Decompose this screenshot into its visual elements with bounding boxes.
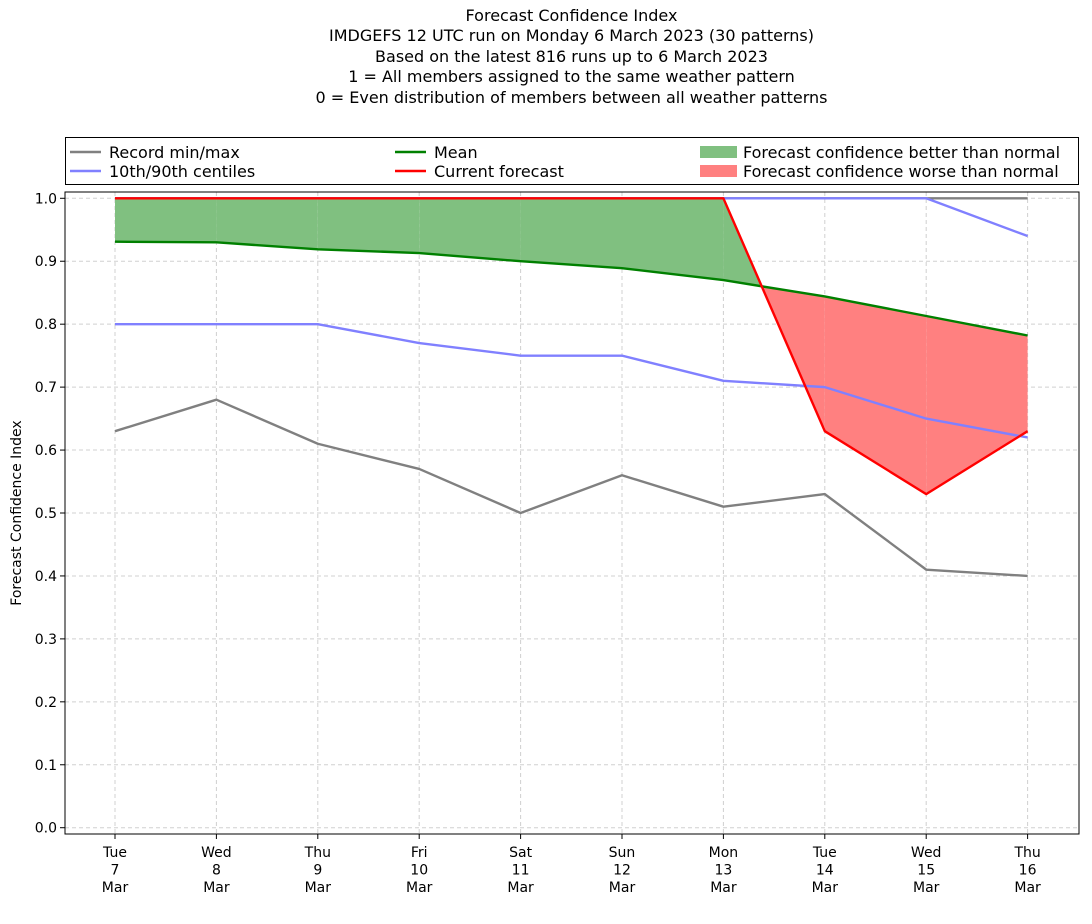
series-lines [114, 197, 1029, 578]
y-tick-label: 0.0 [35, 821, 57, 837]
x-tick-label: Wed [201, 845, 232, 861]
x-tick-label: Thu [1013, 845, 1040, 861]
x-tick-label: Sun [609, 845, 636, 861]
x-tick-label: Mar [913, 880, 940, 896]
chart-subtitle-zero-meaning: 0 = Even distribution of members between… [315, 87, 828, 107]
y-tick-label: 0.4 [35, 569, 57, 585]
x-tick-label: 12 [613, 863, 631, 879]
x-tick-label: Mar [1014, 880, 1041, 896]
chart-subtitle-one-meaning: 1 = All members assigned to the same wea… [348, 67, 795, 87]
better-than-normal-area [216, 198, 318, 250]
legend-mean-label: Mean [434, 143, 478, 162]
y-tick-label: 0.5 [35, 506, 57, 522]
better-than-normal-area [419, 198, 521, 262]
chart-subtitle-basis: Based on the latest 816 runs up to 6 Mar… [375, 46, 768, 66]
x-tick-label: 14 [816, 863, 834, 879]
x-tick-label: 7 [111, 863, 120, 879]
series-line-10th-centile [115, 322, 1028, 439]
x-tick-label: Mar [102, 880, 129, 896]
x-tick-label: Mar [203, 880, 230, 896]
y-tick-label: 0.6 [35, 443, 57, 459]
legend-better-label: Forecast confidence better than normal [743, 143, 1060, 162]
x-tick-label: Mar [710, 880, 737, 896]
y-tick-label: 0.2 [35, 695, 57, 711]
x-tick-label: Mon [709, 845, 739, 861]
y-tick-label: 0.1 [35, 758, 57, 774]
series-line-current-forecast [115, 197, 1029, 496]
legend-better-swatch [700, 146, 737, 158]
series-line-mean [114, 240, 1028, 337]
better-than-normal-area [520, 198, 622, 269]
x-tick-label: Sat [509, 845, 532, 861]
chart-title-block: Forecast Confidence Index IMDGEFS 12 UTC… [0, 6, 1092, 108]
x-tick-label: Mar [305, 880, 332, 896]
x-tick-label: Thu [304, 845, 331, 861]
x-tick-label: 16 [1019, 863, 1037, 879]
better-than-normal-area [317, 198, 420, 254]
y-tick-label: 0.9 [35, 254, 57, 270]
x-tick-label: 8 [212, 863, 221, 879]
x-tick-label: 10 [410, 863, 428, 879]
y-tick-label: 0.3 [35, 632, 57, 648]
legend-current-label: Current forecast [434, 162, 564, 181]
legend-centiles-label: 10th/90th centiles [109, 162, 255, 181]
x-tick-label: Fri [411, 845, 428, 861]
grid [65, 192, 1079, 834]
better-than-normal-area [115, 198, 217, 243]
x-tick-label: 15 [917, 863, 935, 879]
x-tick-label: Wed [911, 845, 942, 861]
x-tick-label: 9 [313, 863, 322, 879]
y-axis-label: Forecast Confidence Index [9, 420, 25, 605]
x-tick-label: Tue [812, 845, 837, 861]
worse-than-normal-area [926, 315, 1028, 495]
x-tick-label: Mar [812, 880, 839, 896]
y-tick-label: 0.8 [35, 317, 57, 333]
legend-box [65, 137, 1079, 185]
x-tick-label: Mar [507, 880, 534, 896]
better-than-normal-area [622, 198, 724, 281]
series-line-record-min [114, 398, 1028, 578]
x-tick-label: 11 [512, 863, 530, 879]
legend-worse-swatch [700, 165, 737, 177]
x-tick-label: Mar [609, 880, 636, 896]
legend-worse-label: Forecast confidence worse than normal [743, 162, 1059, 181]
x-tick-label: 13 [714, 863, 732, 879]
x-tick-label: Tue [102, 845, 127, 861]
axis-ticks: 0.00.10.20.30.40.50.60.70.80.91.0Tue7Mar… [35, 191, 1041, 896]
legend-record-label: Record min/max [109, 143, 240, 162]
y-tick-label: 0.7 [35, 380, 57, 396]
chart-subtitle-run: IMDGEFS 12 UTC run on Monday 6 March 202… [329, 26, 814, 46]
y-tick-label: 1.0 [35, 191, 57, 207]
x-tick-label: Mar [406, 880, 433, 896]
worse-than-normal-area [824, 296, 927, 495]
chart-title: Forecast Confidence Index [465, 6, 678, 25]
